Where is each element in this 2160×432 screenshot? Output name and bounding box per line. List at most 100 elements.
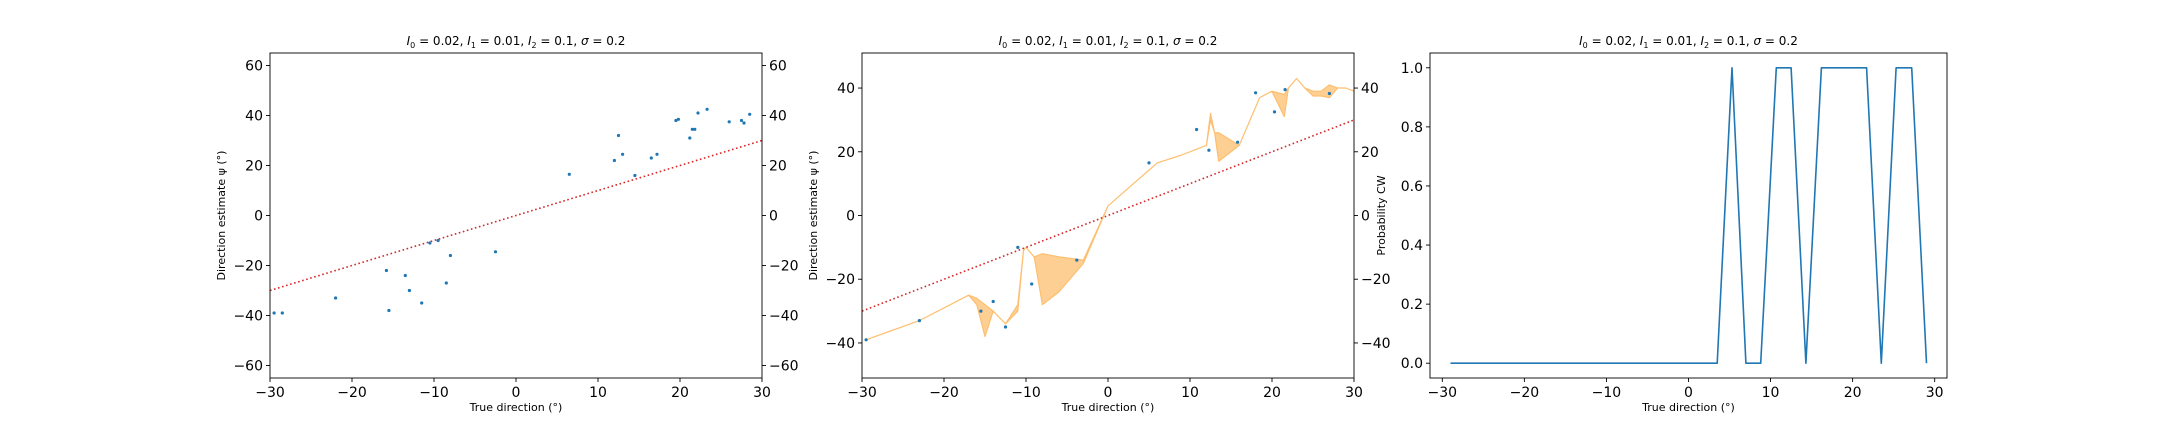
data-point [1075, 258, 1079, 262]
data-point [493, 250, 498, 254]
chart-panel-1: −30 −20 −10 0 10 20 30 −60 −40 −20 0 20 40 60 −60 −40 −2… [215, 34, 799, 414]
axes-frame [1429, 52, 1948, 379]
x-tick-label: −30 [1428, 385, 1458, 401]
x-tick-label: 20 [1844, 385, 1862, 401]
data-point [1147, 161, 1151, 165]
data-point [693, 127, 697, 131]
data-point [616, 133, 621, 138]
chart-panel-3: −30 −20 −10 0 10 20 30 0.0 0.2 0.4 0.6 0.8 1.0 I0 = 0… [1375, 34, 1948, 414]
data-point [688, 136, 692, 140]
x-tick-label: 10 [589, 385, 607, 401]
data-point [1195, 127, 1199, 132]
y-tick-label: 0 [254, 209, 263, 225]
x-tick-label: −10 [1011, 385, 1041, 401]
x-tick-label: 0 [1684, 385, 1693, 401]
y-tick-label: 40 [837, 81, 855, 97]
data-point [748, 112, 752, 116]
y-tick-label: 0.2 [1401, 297, 1423, 313]
data-point [621, 152, 625, 156]
data-point [407, 288, 411, 293]
confidence-band [865, 77, 1355, 341]
right-y-tick-label: 60 [769, 59, 787, 75]
data-point [917, 319, 922, 323]
data-point [742, 121, 746, 125]
data-point [1254, 91, 1258, 95]
data-point [979, 309, 983, 313]
data-point [739, 118, 744, 123]
x-axis-label: True direction (°) [1061, 401, 1155, 414]
right-y-tick-label: 40 [1361, 81, 1379, 97]
data-point [1207, 148, 1211, 152]
x-tick-label: −30 [255, 385, 285, 401]
data-point [705, 107, 709, 111]
data-point [387, 308, 391, 313]
data-point [696, 111, 700, 115]
data-point [1030, 282, 1034, 286]
y-axis-label: Direction estimate ψ (°) [215, 151, 228, 281]
right-y-tick-label: 40 [769, 109, 787, 125]
y-tick-label: 1.0 [1401, 61, 1423, 77]
data-point [1016, 245, 1020, 249]
data-point [1003, 325, 1008, 329]
data-point [1283, 88, 1287, 92]
data-point [567, 172, 571, 176]
right-y-tick-label: −40 [1361, 336, 1391, 352]
x-tick-label: −30 [847, 385, 877, 401]
chart-title: I0 = 0.02, I1 = 0.01, I2 = 0.1, σ = 0.2 [999, 34, 1218, 50]
chart-title: I0 = 0.02, I1 = 0.01, I2 = 0.1, σ = 0.2 [1579, 34, 1798, 50]
y-axis-label: Direction estimate ψ (°) [807, 151, 820, 281]
x-tick-label: 20 [1263, 385, 1281, 401]
data-point [1236, 140, 1240, 144]
x-tick-label: 0 [512, 385, 521, 401]
data-point [1272, 110, 1277, 114]
data-point [690, 127, 694, 131]
x-tick-label: 30 [1926, 385, 1944, 401]
y-tick-label: 0.6 [1401, 179, 1423, 195]
right-y-tick-label: −20 [769, 259, 799, 275]
data-point [649, 156, 653, 160]
right-y-tick-label: 0 [1361, 209, 1370, 225]
right-y-tick-label: −40 [769, 309, 799, 325]
y-tick-label: 0.0 [1401, 356, 1423, 372]
x-tick-label: 10 [1762, 385, 1780, 401]
y-tick-label: −20 [825, 272, 855, 288]
y-tick-label: 40 [245, 109, 263, 125]
right-y-tick-label: 0 [769, 209, 778, 225]
data-point [655, 152, 659, 156]
data-point [444, 281, 448, 285]
right-y-tick-label: 20 [769, 159, 787, 175]
data-point [272, 311, 276, 315]
y-tick-label: 20 [245, 159, 263, 175]
data-point [280, 311, 284, 315]
x-tick-label: 0 [1104, 385, 1113, 401]
chart-title: I0 = 0.02, I1 = 0.01, I2 = 0.1, σ = 0.2 [407, 34, 626, 50]
x-axis-label: True direction (°) [469, 401, 563, 414]
right-y-tick-label: 20 [1361, 145, 1379, 161]
data-point [448, 253, 452, 258]
data-point [727, 120, 731, 124]
y-tick-label: −20 [233, 259, 263, 275]
data-point [384, 268, 388, 273]
data-point [864, 338, 868, 342]
right-y-tick-label: −60 [769, 359, 799, 375]
data-point [428, 241, 432, 245]
series-line [1450, 67, 1928, 364]
y-tick-label: −60 [233, 359, 263, 375]
identity-line [861, 119, 1355, 312]
x-tick-label: 30 [753, 385, 771, 401]
y-tick-label: −40 [825, 336, 855, 352]
y-tick-label: 0.4 [1401, 238, 1423, 254]
x-tick-label: −20 [1510, 385, 1540, 401]
y-axis-label: Probability CW [1375, 175, 1388, 255]
data-point [436, 238, 440, 243]
y-tick-label: 60 [245, 59, 263, 75]
right-y-tick-label: −20 [1361, 272, 1391, 288]
x-tick-label: 10 [1181, 385, 1199, 401]
data-point [633, 173, 637, 178]
y-tick-label: 20 [837, 145, 855, 161]
data-point [612, 158, 617, 163]
data-point [991, 299, 995, 304]
identity-line [269, 139, 763, 292]
x-tick-label: −20 [929, 385, 959, 401]
